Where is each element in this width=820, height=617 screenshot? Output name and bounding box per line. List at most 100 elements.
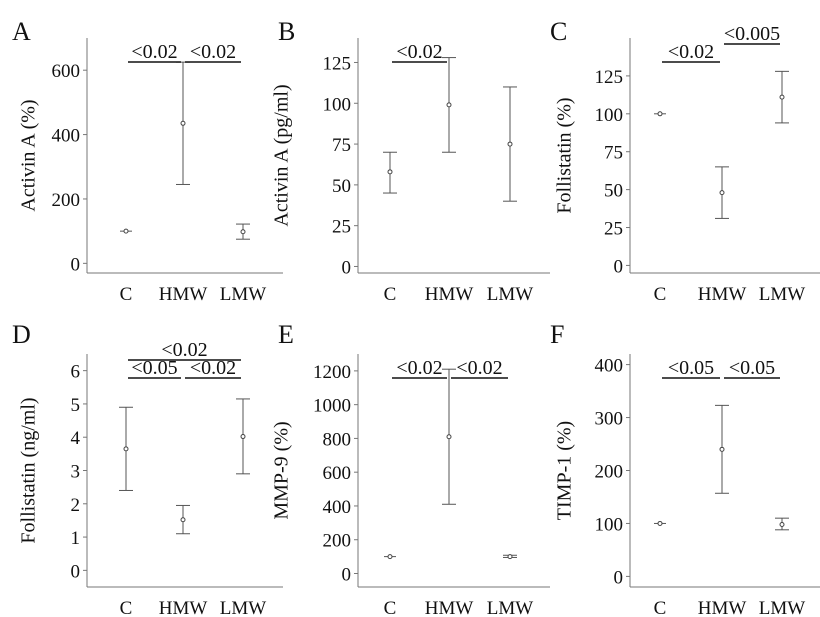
mean-point: [719, 190, 725, 196]
y-tick-label: 400: [323, 497, 352, 518]
x-category-label: HMW: [425, 284, 474, 305]
significance-label: <0.02: [190, 357, 236, 379]
y-tick-label: 800: [323, 429, 352, 450]
significance-label: <0.02: [396, 41, 442, 63]
significance-label: <0.02: [161, 339, 207, 361]
y-tick-label: 3: [71, 462, 81, 483]
y-tick-label: 50: [332, 176, 351, 197]
mean-point: [779, 94, 785, 100]
significance-label: <0.05: [729, 357, 775, 379]
y-tick-label: 6: [71, 362, 81, 383]
y-tick-label: 0: [342, 564, 352, 585]
x-category-label: HMW: [698, 284, 747, 305]
mean-point: [240, 229, 246, 235]
y-tick-label: 125: [323, 53, 352, 74]
y-tick-label: 400: [595, 356, 624, 377]
y-axis-title: Activin A (%): [18, 99, 40, 211]
significance-label: <0.05: [668, 357, 714, 379]
y-tick-label: 50: [604, 181, 623, 202]
panel-letter: D: [12, 320, 31, 349]
mean-point: [123, 446, 129, 452]
x-category-label: LMW: [759, 284, 806, 305]
mean-point: [657, 111, 663, 117]
chart-panel-e: E 0 200 400 600 800 1000 1200 MMP-9 (%) C HMW LMW <0…: [271, 320, 550, 617]
mean-point: [446, 102, 452, 108]
significance-label: <0.02: [131, 41, 177, 63]
mean-point: [240, 434, 246, 440]
significance-label: <0.02: [668, 41, 714, 63]
x-category-label: LMW: [220, 598, 267, 617]
y-tick-label: 25: [332, 217, 351, 238]
mean-point: [719, 446, 725, 452]
chart-panel-b: B 0 25 50 75 100 125 Activin A (pg/ml) C HMW LMW <0…: [271, 17, 550, 305]
y-tick-label: 25: [604, 219, 623, 240]
x-category-label: HMW: [159, 598, 208, 617]
y-tick-label: 0: [342, 257, 352, 278]
chart-panel-f: F 0 100 200 300 400 TIMP-1 (%) C HMW LMW <0.05 <0.0…: [550, 320, 820, 617]
panel-letter: F: [550, 320, 564, 349]
significance-label: <0.02: [456, 357, 502, 379]
y-axis-title: Follistatin (ng/ml): [18, 397, 40, 543]
y-tick-label: 200: [52, 190, 81, 211]
y-tick-label: 1000: [313, 396, 351, 417]
y-tick-label: 300: [595, 409, 624, 430]
x-category-label: HMW: [159, 284, 208, 305]
y-tick-label: 600: [52, 61, 81, 82]
y-axis-title: TIMP-1 (%): [554, 421, 576, 520]
x-category-label: LMW: [487, 598, 534, 617]
x-category-label: C: [384, 598, 397, 617]
mean-point: [446, 434, 452, 440]
y-tick-label: 100: [323, 94, 352, 115]
x-category-label: LMW: [487, 284, 534, 305]
x-category-label: C: [120, 284, 133, 305]
y-tick-label: 4: [71, 428, 81, 449]
y-tick-label: 5: [71, 395, 81, 416]
y-tick-label: 200: [323, 531, 352, 552]
mean-point: [387, 554, 393, 560]
y-tick-label: 1200: [313, 362, 351, 383]
significance-label: <0.02: [190, 41, 236, 63]
x-category-label: C: [384, 284, 397, 305]
x-category-label: LMW: [220, 284, 267, 305]
x-category-label: HMW: [425, 598, 474, 617]
y-tick-label: 2: [71, 495, 81, 516]
y-tick-label: 100: [595, 514, 624, 535]
x-category-label: LMW: [759, 598, 806, 617]
significance-label: <0.02: [396, 357, 442, 379]
y-tick-label: 0: [614, 256, 624, 277]
y-tick-label: 0: [71, 561, 81, 582]
y-tick-label: 600: [323, 463, 352, 484]
y-tick-label: 75: [604, 143, 623, 164]
mean-point: [779, 522, 785, 528]
y-tick-label: 0: [71, 254, 81, 275]
x-category-label: HMW: [698, 598, 747, 617]
chart-panel-c: C 0 25 50 75 100 125 Follistatin (%) C HMW LMW <0.0…: [550, 17, 820, 305]
x-category-label: C: [120, 598, 133, 617]
y-tick-label: 100: [595, 105, 624, 126]
panel-letter: B: [278, 17, 295, 46]
y-tick-label: 0: [614, 567, 624, 588]
mean-point: [180, 517, 186, 523]
y-tick-label: 200: [595, 462, 624, 483]
panel-letter: C: [550, 17, 567, 46]
y-tick-label: 400: [52, 126, 81, 147]
x-category-label: C: [654, 598, 667, 617]
significance-label: <0.005: [724, 23, 780, 45]
significance-label: <0.05: [131, 357, 177, 379]
mean-point: [387, 169, 393, 175]
x-category-label: C: [654, 284, 667, 305]
y-tick-label: 1: [71, 528, 81, 549]
chart-panel-a: A 0 200 400 600 Activin A (%) C HMW LMW <0.02 <0.0…: [12, 17, 283, 305]
y-tick-label: 125: [595, 67, 624, 88]
y-axis-title: Follistatin (%): [554, 97, 576, 213]
mean-point: [507, 141, 513, 147]
panel-letter: A: [12, 17, 31, 46]
y-tick-label: 75: [332, 135, 351, 156]
mean-point: [657, 520, 663, 526]
panel-letter: E: [278, 320, 294, 349]
y-axis-title: Activin A (pg/ml): [271, 84, 293, 226]
mean-point: [507, 554, 513, 560]
mean-point: [123, 228, 129, 234]
